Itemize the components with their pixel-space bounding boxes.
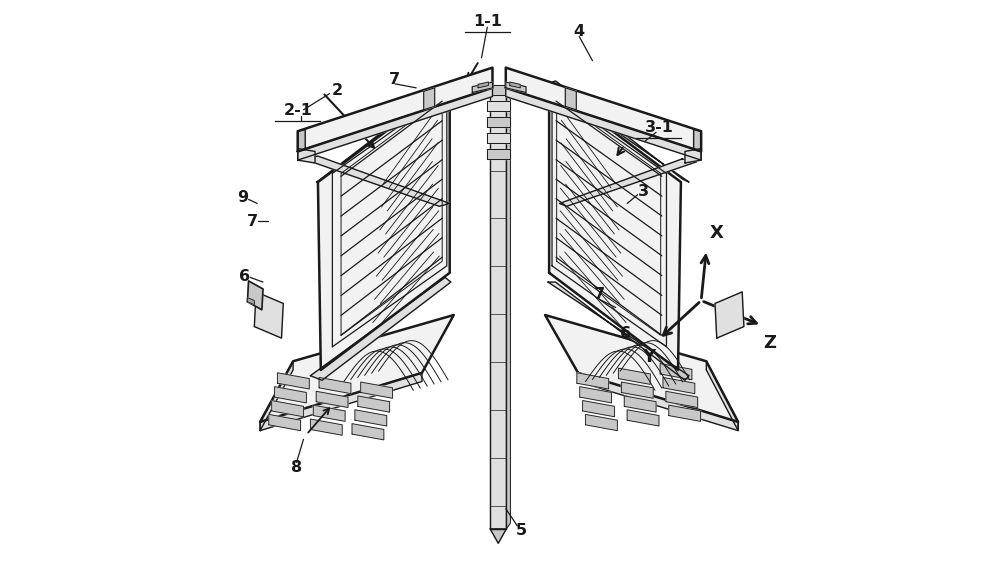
Polygon shape xyxy=(487,85,510,95)
Polygon shape xyxy=(298,68,492,151)
Polygon shape xyxy=(277,373,309,389)
Text: Z: Z xyxy=(763,334,776,352)
Polygon shape xyxy=(260,315,454,422)
Polygon shape xyxy=(269,414,301,431)
Polygon shape xyxy=(352,424,384,440)
Polygon shape xyxy=(319,377,351,394)
Text: 6: 6 xyxy=(239,269,250,284)
Polygon shape xyxy=(487,149,510,159)
Polygon shape xyxy=(621,382,653,398)
Polygon shape xyxy=(260,373,422,431)
Polygon shape xyxy=(298,129,305,151)
Text: 6: 6 xyxy=(620,326,632,341)
Polygon shape xyxy=(578,373,738,431)
Polygon shape xyxy=(310,419,342,435)
Text: 2: 2 xyxy=(331,83,343,98)
Polygon shape xyxy=(580,387,612,403)
Polygon shape xyxy=(298,88,492,160)
Polygon shape xyxy=(310,277,451,380)
Polygon shape xyxy=(583,401,614,417)
Text: Y: Y xyxy=(643,348,656,366)
Polygon shape xyxy=(627,410,659,426)
Text: 7: 7 xyxy=(389,72,400,87)
Polygon shape xyxy=(487,101,510,111)
Text: 4: 4 xyxy=(574,24,585,39)
Polygon shape xyxy=(565,88,576,110)
Polygon shape xyxy=(663,377,695,394)
Polygon shape xyxy=(685,149,701,163)
Polygon shape xyxy=(272,401,303,417)
Polygon shape xyxy=(506,82,526,92)
Text: 8: 8 xyxy=(291,460,302,475)
Polygon shape xyxy=(715,292,744,338)
Polygon shape xyxy=(624,396,656,412)
Text: 3-1: 3-1 xyxy=(645,120,673,135)
Polygon shape xyxy=(260,361,293,431)
Polygon shape xyxy=(548,282,689,380)
Text: 7: 7 xyxy=(247,214,258,229)
Polygon shape xyxy=(694,129,701,151)
Polygon shape xyxy=(545,315,738,422)
Text: 1-1: 1-1 xyxy=(473,14,502,29)
Polygon shape xyxy=(472,82,492,92)
Text: 2-1: 2-1 xyxy=(283,103,312,118)
Polygon shape xyxy=(510,82,520,88)
Polygon shape xyxy=(247,281,263,310)
Polygon shape xyxy=(358,396,390,412)
Polygon shape xyxy=(549,84,681,370)
Polygon shape xyxy=(424,88,435,110)
Polygon shape xyxy=(298,149,315,163)
Polygon shape xyxy=(317,81,451,182)
Polygon shape xyxy=(313,405,345,421)
Polygon shape xyxy=(247,298,254,305)
Polygon shape xyxy=(490,529,506,543)
Polygon shape xyxy=(506,88,701,160)
Polygon shape xyxy=(361,382,392,398)
Polygon shape xyxy=(303,156,450,206)
Text: 7: 7 xyxy=(594,287,605,302)
Text: 9: 9 xyxy=(237,190,248,205)
Polygon shape xyxy=(560,159,697,206)
Polygon shape xyxy=(254,292,283,338)
Polygon shape xyxy=(355,410,387,426)
Polygon shape xyxy=(478,82,488,88)
Polygon shape xyxy=(618,368,650,384)
Polygon shape xyxy=(660,364,692,380)
Polygon shape xyxy=(275,387,306,403)
Polygon shape xyxy=(487,117,510,127)
Text: 5: 5 xyxy=(516,523,527,538)
Polygon shape xyxy=(490,90,506,529)
Polygon shape xyxy=(318,84,450,370)
Polygon shape xyxy=(706,361,738,431)
Polygon shape xyxy=(506,90,510,529)
Text: 3: 3 xyxy=(638,184,649,199)
Polygon shape xyxy=(666,391,698,407)
Polygon shape xyxy=(577,373,609,389)
Polygon shape xyxy=(669,405,701,421)
Polygon shape xyxy=(316,391,348,407)
Text: X: X xyxy=(710,224,724,242)
Polygon shape xyxy=(586,414,617,431)
Polygon shape xyxy=(548,81,689,182)
Polygon shape xyxy=(506,68,701,151)
Polygon shape xyxy=(487,133,510,143)
